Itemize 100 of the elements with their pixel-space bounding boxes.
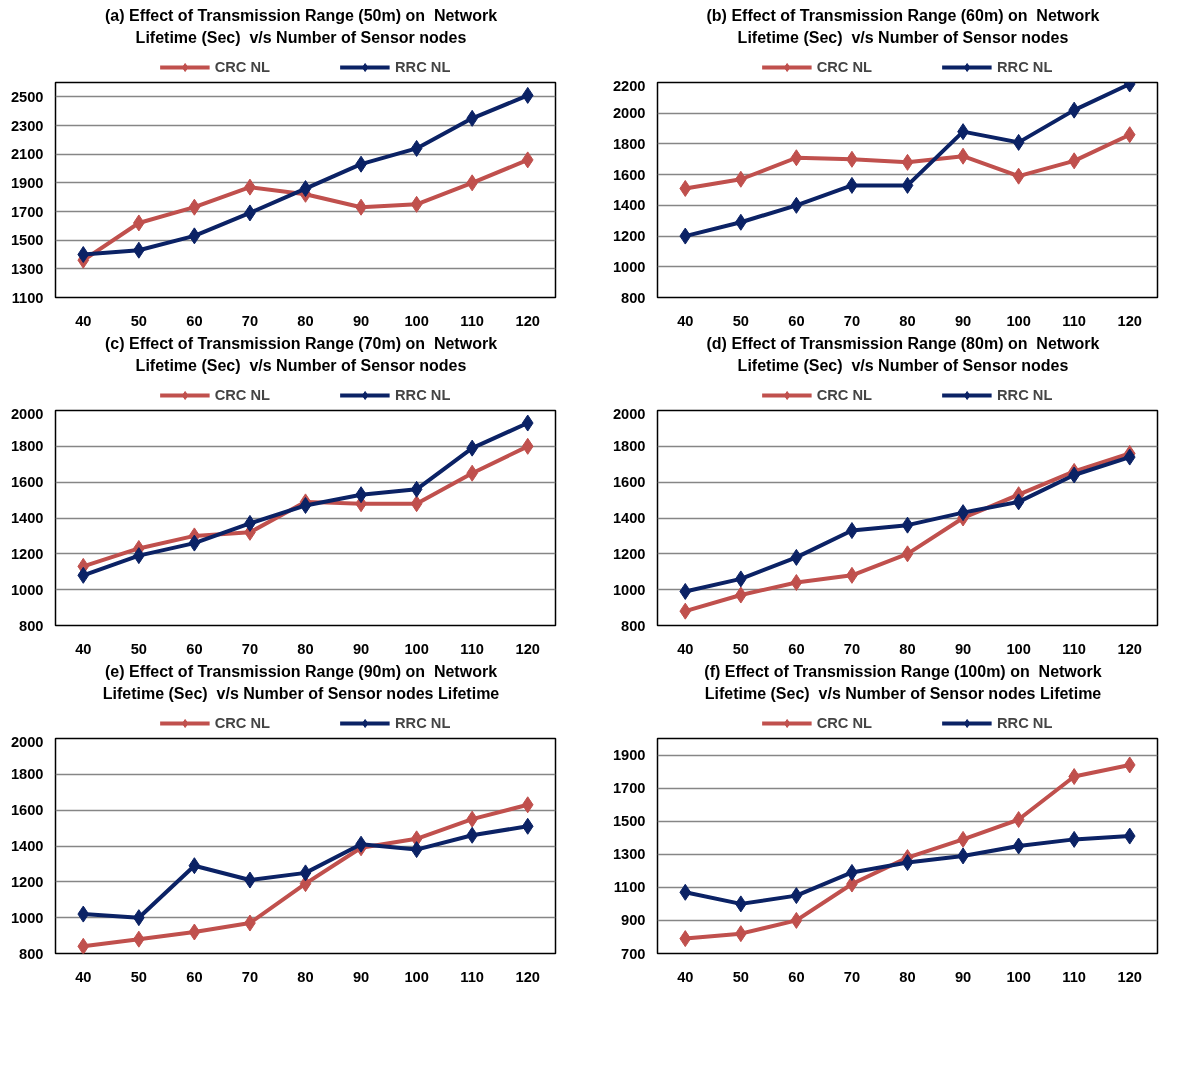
y-tick-label: 2000: [612, 405, 646, 422]
y-tick-label: 1800: [612, 135, 646, 152]
point: [521, 437, 534, 455]
x-tick-label: 110: [1062, 312, 1086, 329]
x-tick-label: 100: [1006, 640, 1031, 657]
point: [790, 149, 803, 167]
x-tick-label: 70: [241, 968, 259, 985]
point: [1012, 133, 1025, 151]
x-tick-label: 110: [460, 312, 484, 329]
x-tick-label: 40: [677, 968, 694, 985]
point: [1012, 837, 1025, 855]
point: [188, 923, 201, 941]
legend-label: RRC NL: [997, 59, 1053, 75]
x-tick-label: 40: [677, 640, 694, 657]
point: [410, 139, 423, 157]
y-tick-label: 800: [19, 617, 44, 634]
y-tick-label: 2000: [10, 733, 44, 750]
x-tick-label: 70: [843, 312, 861, 329]
chart-title: (d) Effect of Transmission Range (80m) on Network Lifetime (Sec) v/s Number of Sensor nodes: [706, 334, 1100, 377]
y-tick-label: 1400: [10, 510, 44, 526]
y-tick-label: 1400: [10, 838, 44, 854]
x-tick-label: 110: [460, 640, 484, 657]
y-tick-label: 1800: [10, 438, 44, 455]
y-tick-label: 1600: [612, 166, 646, 183]
x-tick-label: 50: [130, 968, 147, 985]
y-tick-label: 700: [621, 945, 646, 962]
point: [1123, 756, 1136, 774]
x-tick-label: 80: [899, 312, 916, 329]
x-tick-label: 60: [186, 640, 203, 657]
y-tick-label: 1500: [612, 813, 646, 830]
point: [1123, 126, 1136, 144]
point: [1012, 167, 1025, 185]
x-tick-label: 110: [1062, 640, 1086, 657]
x-tick-label: 100: [1006, 968, 1031, 985]
legend-label: CRC NL: [816, 387, 872, 403]
x-tick-label: 40: [75, 312, 92, 329]
y-tick-label: 1600: [10, 802, 44, 819]
x-tick-label: 80: [899, 640, 916, 657]
point: [188, 857, 201, 875]
y-tick-label: 1100: [613, 879, 646, 896]
x-tick-label: 110: [1062, 968, 1086, 985]
y-tick-label: 1700: [612, 780, 646, 797]
x-tick-label: 90: [954, 968, 972, 985]
x-tick-label: 70: [843, 968, 861, 985]
point: [77, 566, 90, 584]
x-tick-label: 50: [732, 968, 749, 985]
y-tick-label: 1500: [10, 232, 44, 249]
point: [790, 196, 803, 214]
x-tick-label: 100: [404, 312, 429, 329]
point: [901, 176, 914, 194]
x-tick-label: 120: [515, 640, 540, 657]
point: [188, 534, 201, 552]
x-tick-label: 90: [352, 640, 370, 657]
x-tick-label: 70: [843, 640, 861, 657]
point: [299, 864, 312, 882]
y-tick-label: 1000: [612, 258, 646, 275]
y-tick-label: 1800: [612, 438, 646, 455]
y-tick-label: 2200: [612, 77, 646, 94]
y-tick-label: 1900: [10, 174, 44, 191]
point: [410, 480, 423, 498]
y-tick-label: 1600: [612, 474, 646, 491]
legend-label: RRC NL: [997, 387, 1053, 403]
x-tick-label: 80: [297, 968, 314, 985]
legend-label: CRC NL: [214, 387, 270, 403]
point: [679, 179, 692, 197]
point: [790, 574, 803, 591]
y-tick-label: 1000: [612, 581, 646, 598]
point: [1123, 827, 1136, 845]
x-tick-label: 110: [460, 968, 484, 985]
y-tick-label: 1300: [10, 260, 44, 277]
y-tick-label: 800: [621, 617, 646, 634]
x-tick-label: 120: [1117, 968, 1142, 985]
y-tick-label: 1400: [612, 510, 646, 526]
point: [679, 227, 692, 245]
chart-title: (b) Effect of Transmission Range (60m) on Network Lifetime (Sec) v/s Number of Sensor nodes: [706, 6, 1100, 49]
y-tick-label: 900: [621, 912, 646, 929]
point: [521, 817, 534, 835]
y-tick-label: 2300: [10, 117, 44, 134]
y-tick-label: 1200: [10, 545, 44, 562]
x-tick-label: 60: [788, 312, 805, 329]
point: [679, 930, 692, 948]
x-tick-label: 70: [241, 640, 259, 657]
y-tick-label: 1400: [612, 197, 646, 214]
point: [790, 548, 803, 566]
point: [410, 495, 423, 513]
point: [77, 246, 90, 263]
x-tick-label: 90: [954, 640, 972, 657]
point: [299, 180, 312, 198]
point: [521, 86, 534, 104]
x-tick-label: 80: [297, 312, 314, 329]
x-tick-label: 100: [404, 640, 429, 657]
y-tick-label: 1200: [10, 873, 44, 890]
point: [1012, 811, 1025, 829]
y-tick-label: 1200: [612, 228, 646, 245]
x-tick-label: 120: [1117, 640, 1142, 657]
legend-label: RRC NL: [395, 387, 451, 403]
x-tick-label: 50: [732, 312, 749, 329]
legend-label: CRC NL: [214, 715, 270, 731]
point: [410, 195, 423, 213]
y-tick-label: 1200: [612, 545, 646, 562]
